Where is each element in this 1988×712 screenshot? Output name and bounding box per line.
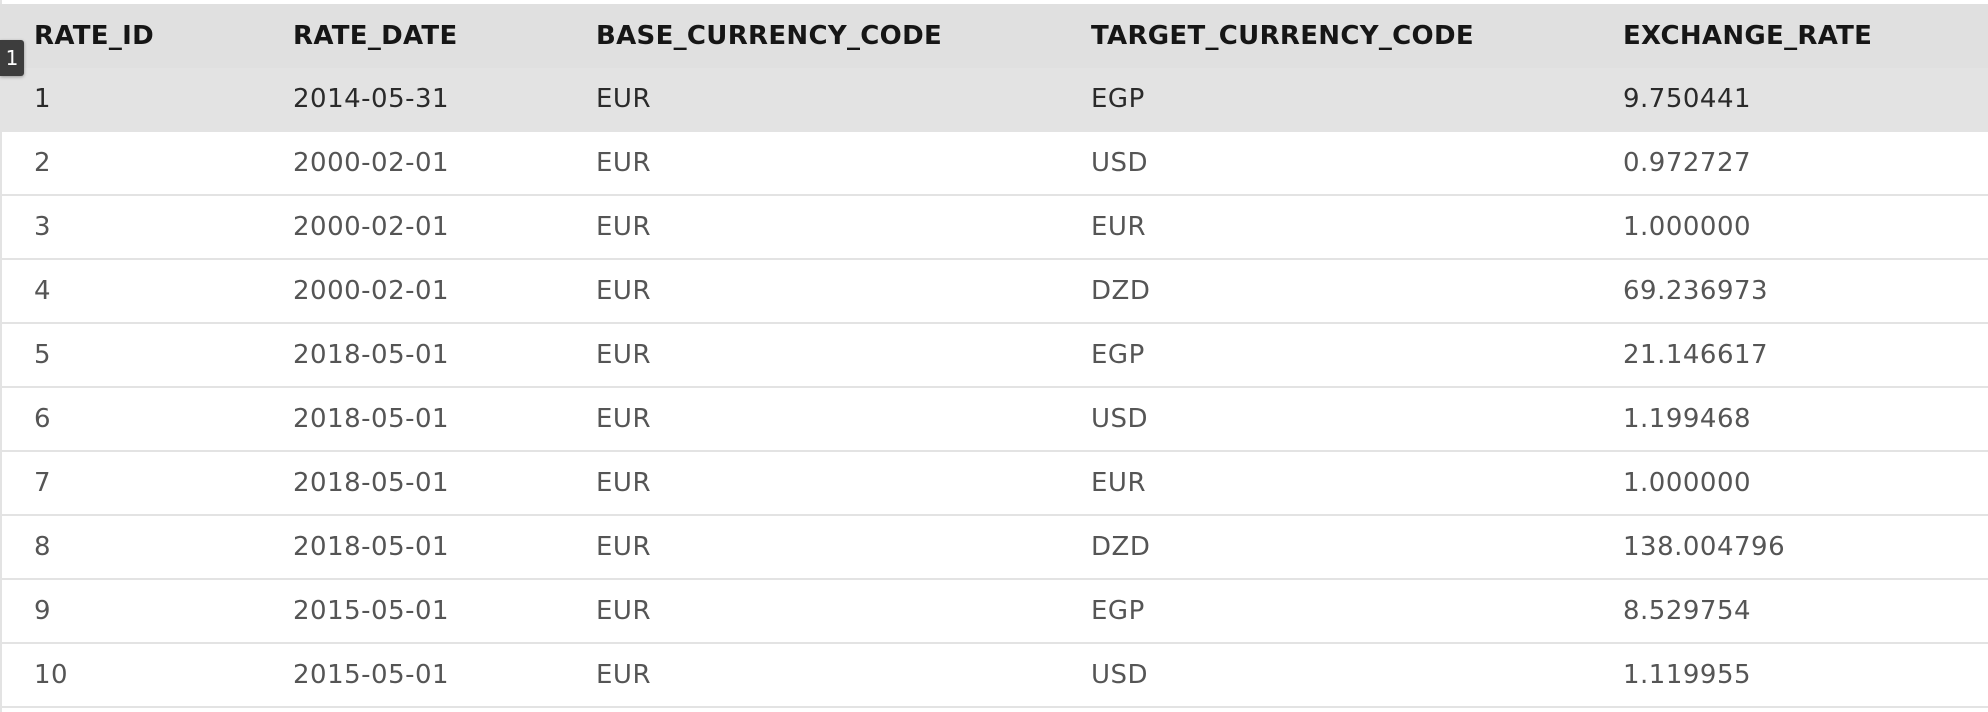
table-row[interactable]: 5 2018-05-01 EUR EGP 21.146617 [0,324,1988,388]
cell-rate-date[interactable]: 2015-05-01 [293,596,450,626]
cell-base-currency-code[interactable]: EUR [596,276,652,306]
cell-exchange-rate[interactable]: 1.000000 [1623,212,1752,242]
cell-base-currency-code[interactable]: EUR [596,404,652,434]
cell-rate-date[interactable]: 2018-05-01 [293,340,450,370]
cell-base-currency-code[interactable]: EUR [596,148,652,178]
cell-rate-date[interactable]: 2000-02-01 [293,212,450,242]
table-row[interactable]: 9 2015-05-01 EUR EGP 8.529754 [0,580,1988,644]
cell-rate-date[interactable]: 2014-05-31 [293,84,450,114]
cell-rate-id[interactable]: 3 [34,212,52,242]
cell-target-currency-code[interactable]: EGP [1091,596,1145,626]
table-left-edge [0,0,2,712]
cell-rate-date[interactable]: 2018-05-01 [293,532,450,562]
cell-rate-id[interactable]: 7 [34,468,52,498]
cell-base-currency-code[interactable]: EUR [596,596,652,626]
cell-base-currency-code[interactable]: EUR [596,212,652,242]
cell-rate-date[interactable]: 2018-05-01 [293,468,450,498]
table-row[interactable]: 4 2000-02-01 EUR DZD 69.236973 [0,260,1988,324]
cell-exchange-rate[interactable]: 1.119955 [1623,660,1752,690]
table-row[interactable]: 6 2018-05-01 EUR USD 1.199468 [0,388,1988,452]
cell-target-currency-code[interactable]: USD [1091,148,1149,178]
column-header-target-currency-code[interactable]: TARGET_CURRENCY_CODE [1091,21,1474,51]
cell-rate-date[interactable]: 2000-02-01 [293,276,450,306]
results-table: RATE_ID RATE_DATE BASE_CURRENCY_CODE TAR… [0,4,1988,708]
cell-target-currency-code[interactable]: USD [1091,404,1149,434]
column-header-rate-date[interactable]: RATE_DATE [293,21,458,51]
cell-rate-id[interactable]: 1 [34,84,52,114]
cell-rate-id[interactable]: 5 [34,340,52,370]
cell-target-currency-code[interactable]: DZD [1091,532,1151,562]
cell-target-currency-code[interactable]: EGP [1091,84,1145,114]
table-row[interactable]: 3 2000-02-01 EUR EUR 1.000000 [0,196,1988,260]
table-row[interactable]: 1 2014-05-31 EUR EGP 9.750441 [0,68,1988,132]
cell-rate-id[interactable]: 6 [34,404,52,434]
cell-exchange-rate[interactable]: 0.972727 [1623,148,1752,178]
row-number-marker[interactable]: 1 [0,40,24,76]
cell-rate-id[interactable]: 8 [34,532,52,562]
cell-exchange-rate[interactable]: 21.146617 [1623,340,1769,370]
cell-exchange-rate[interactable]: 1.199468 [1623,404,1752,434]
cell-rate-date[interactable]: 2015-05-01 [293,660,450,690]
cell-rate-date[interactable]: 2018-05-01 [293,404,450,434]
cell-target-currency-code[interactable]: USD [1091,660,1149,690]
cell-exchange-rate[interactable]: 69.236973 [1623,276,1769,306]
table-row[interactable]: 8 2018-05-01 EUR DZD 138.004796 [0,516,1988,580]
cell-target-currency-code[interactable]: EGP [1091,340,1145,370]
cell-rate-id[interactable]: 2 [34,148,52,178]
cell-target-currency-code[interactable]: DZD [1091,276,1151,306]
cell-exchange-rate[interactable]: 138.004796 [1623,532,1786,562]
cell-rate-date[interactable]: 2000-02-01 [293,148,450,178]
cell-target-currency-code[interactable]: EUR [1091,212,1147,242]
table-row[interactable]: 10 2015-05-01 EUR USD 1.119955 [0,644,1988,708]
column-header-base-currency-code[interactable]: BASE_CURRENCY_CODE [596,21,943,51]
cell-rate-id[interactable]: 10 [34,660,69,690]
cell-target-currency-code[interactable]: EUR [1091,468,1147,498]
cell-base-currency-code[interactable]: EUR [596,340,652,370]
cell-base-currency-code[interactable]: EUR [596,468,652,498]
cell-base-currency-code[interactable]: EUR [596,84,652,114]
table-row[interactable]: 2 2000-02-01 EUR USD 0.972727 [0,132,1988,196]
column-header-exchange-rate[interactable]: EXCHANGE_RATE [1623,21,1873,51]
cell-exchange-rate[interactable]: 8.529754 [1623,596,1752,626]
table-header-row: RATE_ID RATE_DATE BASE_CURRENCY_CODE TAR… [0,4,1988,68]
cell-rate-id[interactable]: 4 [34,276,52,306]
table-row[interactable]: 7 2018-05-01 EUR EUR 1.000000 [0,452,1988,516]
column-header-rate-id[interactable]: RATE_ID [34,21,154,51]
cell-exchange-rate[interactable]: 1.000000 [1623,468,1752,498]
cell-rate-id[interactable]: 9 [34,596,52,626]
cell-base-currency-code[interactable]: EUR [596,532,652,562]
cell-exchange-rate[interactable]: 9.750441 [1623,84,1752,114]
cell-base-currency-code[interactable]: EUR [596,660,652,690]
